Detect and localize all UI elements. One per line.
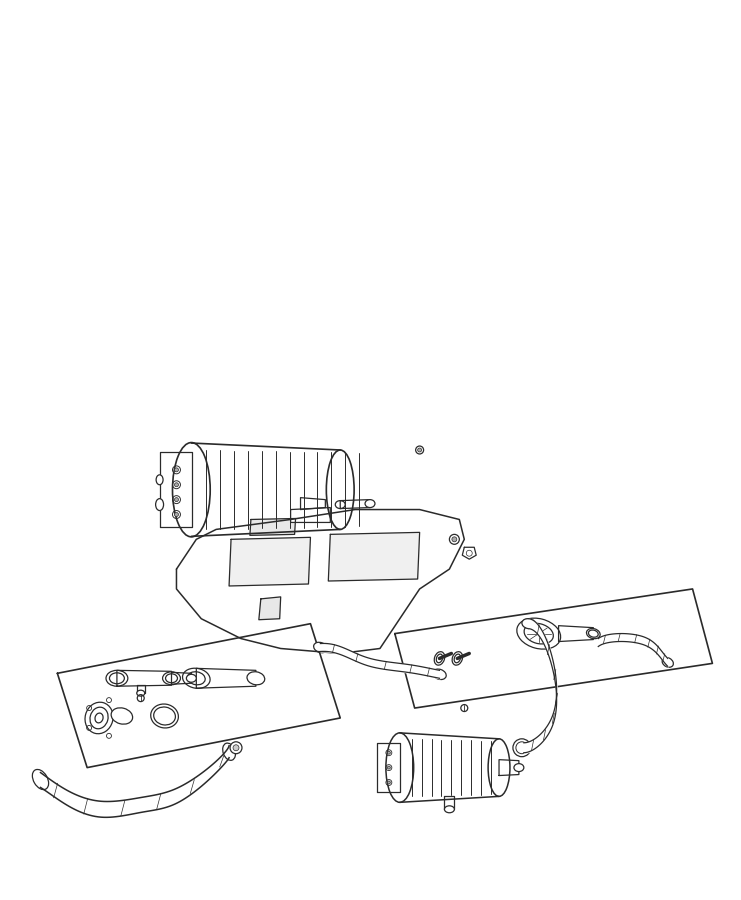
Circle shape bbox=[174, 512, 179, 517]
Ellipse shape bbox=[162, 671, 181, 685]
Polygon shape bbox=[340, 500, 370, 508]
Circle shape bbox=[388, 752, 391, 754]
Circle shape bbox=[174, 498, 179, 501]
Ellipse shape bbox=[514, 763, 524, 771]
Ellipse shape bbox=[433, 669, 446, 680]
Polygon shape bbox=[290, 508, 330, 523]
Ellipse shape bbox=[247, 671, 265, 685]
Polygon shape bbox=[57, 624, 340, 768]
Ellipse shape bbox=[445, 806, 454, 813]
Ellipse shape bbox=[386, 733, 413, 802]
Polygon shape bbox=[395, 589, 712, 708]
Ellipse shape bbox=[488, 739, 510, 796]
Circle shape bbox=[388, 766, 391, 770]
Polygon shape bbox=[250, 518, 296, 536]
Polygon shape bbox=[301, 498, 325, 509]
Polygon shape bbox=[445, 796, 454, 809]
Ellipse shape bbox=[313, 643, 327, 652]
Ellipse shape bbox=[33, 770, 49, 789]
Ellipse shape bbox=[106, 670, 128, 686]
Circle shape bbox=[388, 781, 391, 784]
Ellipse shape bbox=[111, 707, 133, 724]
Ellipse shape bbox=[156, 499, 164, 510]
Polygon shape bbox=[117, 670, 171, 686]
Ellipse shape bbox=[137, 690, 144, 696]
Ellipse shape bbox=[516, 618, 561, 649]
Ellipse shape bbox=[662, 658, 674, 667]
Polygon shape bbox=[559, 626, 594, 642]
Ellipse shape bbox=[187, 674, 196, 682]
Ellipse shape bbox=[150, 704, 179, 728]
Ellipse shape bbox=[434, 652, 445, 665]
Polygon shape bbox=[328, 533, 419, 581]
Ellipse shape bbox=[85, 702, 113, 733]
Circle shape bbox=[174, 468, 179, 472]
Ellipse shape bbox=[223, 743, 236, 760]
Polygon shape bbox=[229, 537, 310, 586]
Polygon shape bbox=[176, 509, 465, 653]
Polygon shape bbox=[259, 597, 281, 620]
Ellipse shape bbox=[452, 652, 462, 665]
Polygon shape bbox=[159, 452, 193, 527]
Ellipse shape bbox=[365, 500, 375, 508]
Ellipse shape bbox=[173, 443, 210, 536]
Circle shape bbox=[233, 745, 239, 751]
Ellipse shape bbox=[326, 450, 354, 529]
Ellipse shape bbox=[335, 500, 345, 508]
Ellipse shape bbox=[522, 618, 536, 629]
Polygon shape bbox=[499, 760, 519, 776]
Circle shape bbox=[452, 536, 457, 542]
Circle shape bbox=[174, 482, 179, 487]
Polygon shape bbox=[462, 547, 476, 559]
Ellipse shape bbox=[586, 628, 600, 639]
Polygon shape bbox=[196, 669, 256, 689]
Ellipse shape bbox=[156, 475, 163, 485]
Circle shape bbox=[418, 448, 422, 452]
Circle shape bbox=[513, 739, 531, 757]
Ellipse shape bbox=[182, 668, 210, 688]
Polygon shape bbox=[137, 685, 144, 693]
Polygon shape bbox=[377, 742, 400, 792]
Polygon shape bbox=[171, 672, 191, 684]
Circle shape bbox=[230, 742, 242, 753]
